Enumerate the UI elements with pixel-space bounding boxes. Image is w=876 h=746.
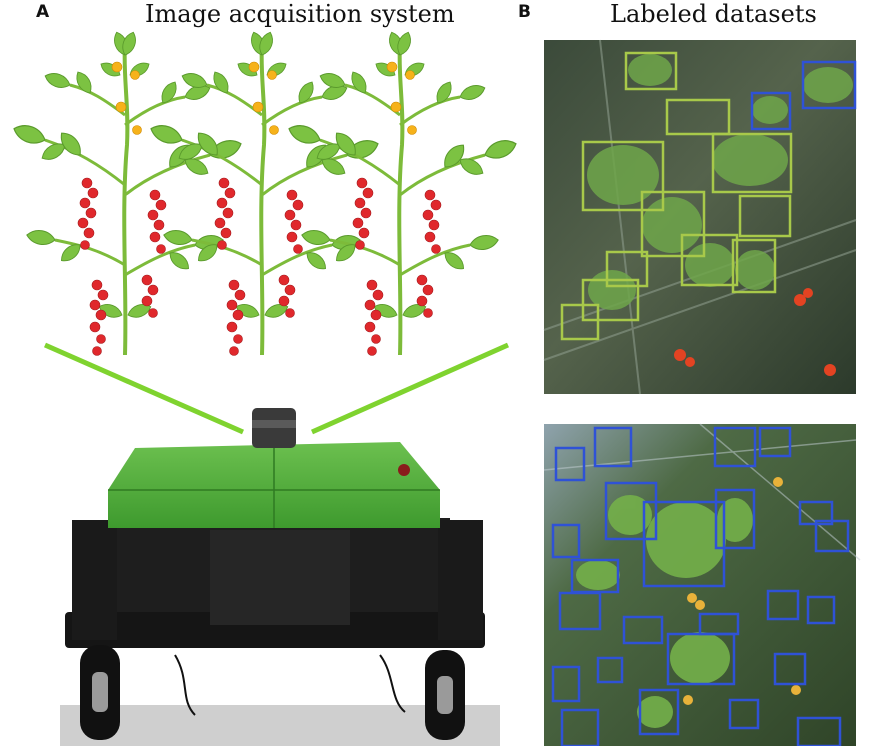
greenhouse-photo-leaves xyxy=(543,423,861,746)
panel-b-title: Labeled datasets xyxy=(610,0,817,28)
robot-photo xyxy=(60,408,500,746)
panel-a-title: Image acquisition system xyxy=(145,0,455,28)
tomato-plant-illustration xyxy=(11,30,518,355)
field-of-view-lines xyxy=(43,342,510,435)
disease-bounding-boxes xyxy=(560,51,793,341)
panel-b-letter: B xyxy=(518,2,531,22)
panel-a-letter: A xyxy=(36,2,50,22)
greenhouse-photo-disease xyxy=(543,39,857,395)
leaf-bounding-boxes xyxy=(551,426,850,746)
